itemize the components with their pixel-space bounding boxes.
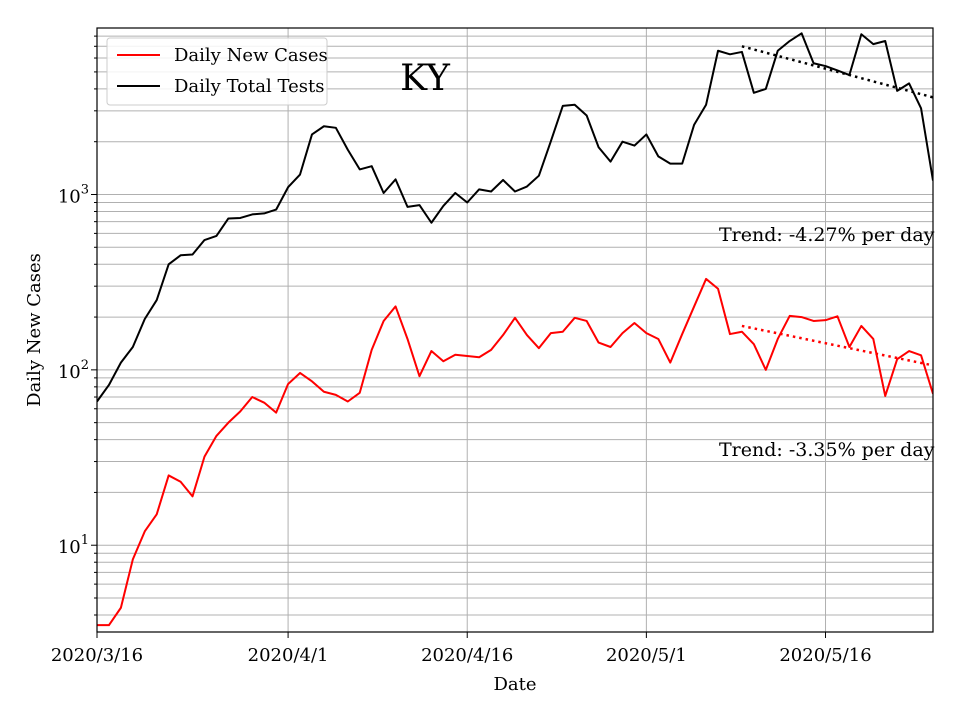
series-lines xyxy=(97,32,933,627)
y-axis-label: Daily New Cases xyxy=(24,253,45,407)
y-tick-label: 101 xyxy=(58,533,89,558)
x-tick-label: 2020/3/16 xyxy=(51,645,143,666)
x-tick-label: 2020/5/16 xyxy=(779,645,871,666)
legend-label-tests: Daily Total Tests xyxy=(174,76,324,97)
legend: Daily New Cases Daily Total Tests xyxy=(106,37,328,106)
series-line xyxy=(97,32,933,403)
trend-line xyxy=(741,324,933,367)
legend-label-cases: Daily New Cases xyxy=(174,45,328,66)
y-tick-label: 103 xyxy=(58,182,89,207)
y-tick-label: 102 xyxy=(58,358,89,383)
x-axis-label: Date xyxy=(493,674,536,695)
series-line xyxy=(97,277,933,627)
trend-annotation-cases: Trend: -3.35% per day xyxy=(719,439,935,461)
trend-annotation-tests: Trend: -4.27% per day xyxy=(719,224,935,246)
grid-lines xyxy=(97,28,933,632)
chart-title: KY xyxy=(400,58,451,99)
legend-box xyxy=(106,37,328,106)
x-tick-label: 2020/4/1 xyxy=(248,645,329,666)
x-tick-label: 2020/5/1 xyxy=(606,645,687,666)
plot-frame xyxy=(96,27,934,633)
x-tick-label: 2020/4/16 xyxy=(421,645,513,666)
axis-ticks: 2020/3/16 2020/4/1 2020/4/16 2020/5/1 2020/5… xyxy=(51,35,872,666)
